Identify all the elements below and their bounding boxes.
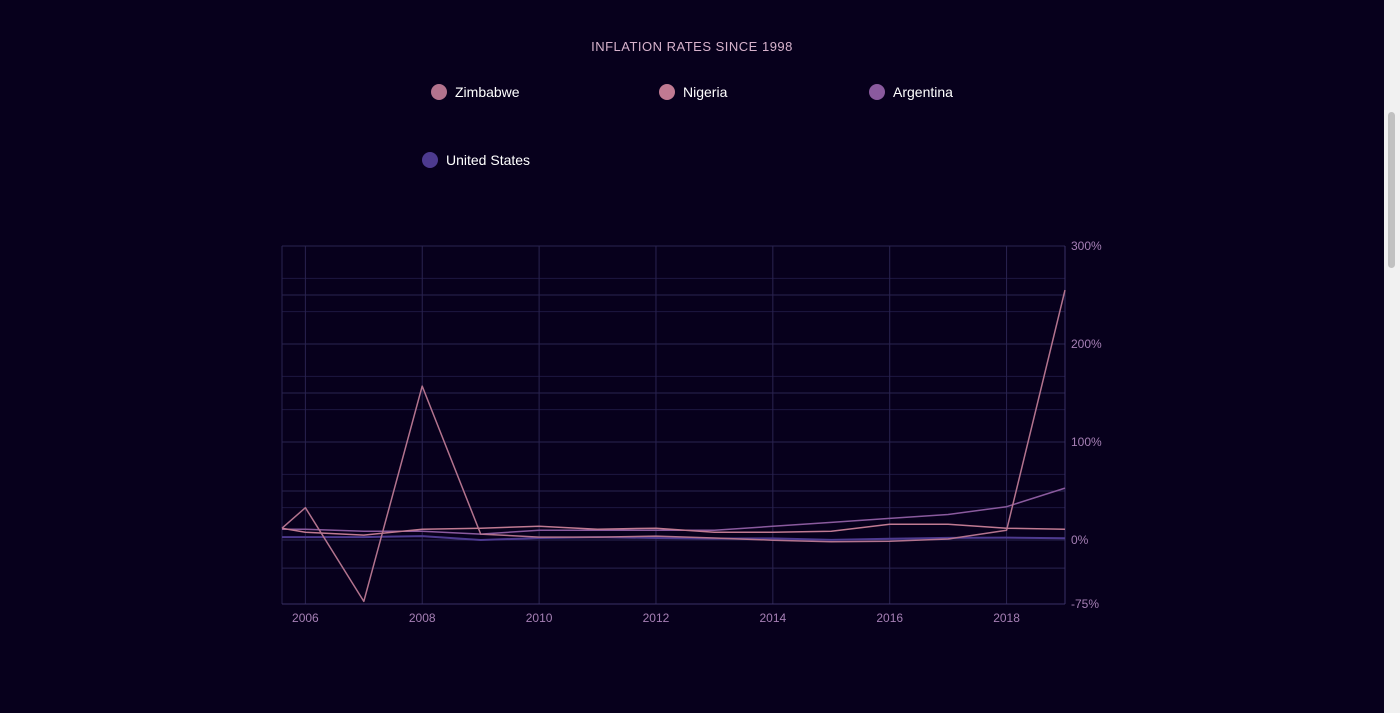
legend-dot-united-states — [422, 152, 438, 168]
y-tick-label: 200% — [1071, 337, 1102, 351]
legend-dot-nigeria — [659, 84, 675, 100]
x-tick-label: 2006 — [292, 611, 319, 625]
x-tick-label: 2018 — [993, 611, 1020, 625]
x-tick-label: 2012 — [643, 611, 670, 625]
legend-label-united-states: United States — [446, 152, 531, 168]
series-line-nigeria — [281, 523, 1066, 536]
legend-item-nigeria[interactable]: Nigeria — [659, 82, 727, 102]
legend-item-united-states[interactable]: United States — [422, 150, 530, 170]
legend-label-nigeria: Nigeria — [683, 84, 728, 100]
x-tick-label: 2014 — [759, 611, 786, 625]
y-tick-label: 100% — [1071, 435, 1102, 449]
legend-item-argentina[interactable]: Argentina — [869, 82, 953, 102]
y-tick-label: 300% — [1071, 239, 1102, 253]
vertical-scrollbar[interactable] — [1384, 0, 1400, 713]
legend-dot-argentina — [869, 84, 885, 100]
legend-label-argentina: Argentina — [893, 84, 953, 100]
x-tick-label: 2016 — [876, 611, 903, 625]
scrollbar-thumb[interactable] — [1388, 112, 1395, 268]
series-line-argentina — [282, 487, 1066, 535]
legend-label-zimbabwe: Zimbabwe — [455, 84, 520, 100]
series-line-zimbabwe — [281, 289, 1066, 603]
y-tick-label: -75% — [1071, 597, 1099, 611]
y-tick-label: 0% — [1071, 533, 1089, 547]
series-line-united-states — [282, 535, 1066, 541]
legend-item-zimbabwe[interactable]: Zimbabwe — [431, 82, 520, 102]
chart-title: INFLATION RATES SINCE 1998 — [591, 39, 793, 54]
x-tick-label: 2010 — [526, 611, 553, 625]
legend-dot-zimbabwe — [431, 84, 447, 100]
x-tick-label: 2008 — [409, 611, 436, 625]
